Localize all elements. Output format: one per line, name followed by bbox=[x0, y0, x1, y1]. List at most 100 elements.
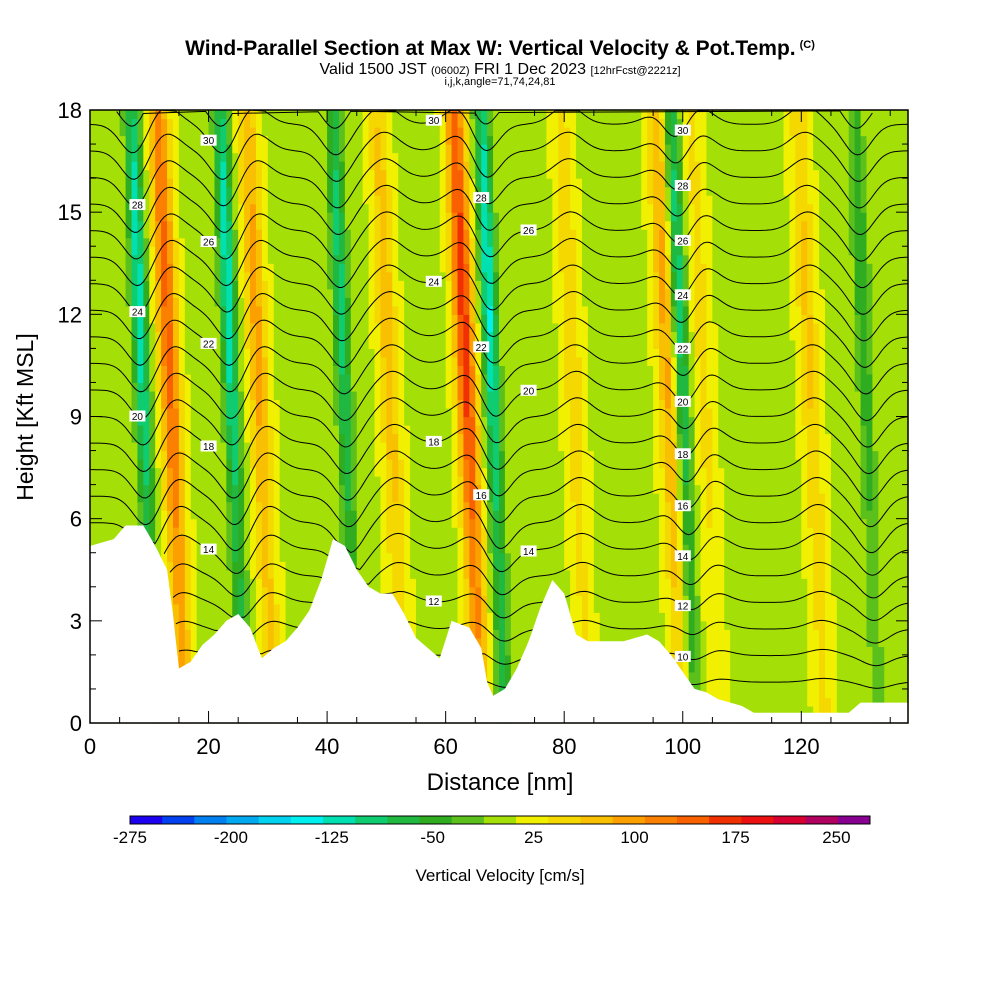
velocity-cell bbox=[433, 501, 441, 511]
velocity-cell bbox=[463, 152, 470, 162]
velocity-cell bbox=[250, 169, 257, 179]
velocity-cell bbox=[143, 135, 150, 145]
velocity-cell bbox=[226, 220, 233, 230]
velocity-cell bbox=[172, 212, 180, 222]
velocity-cell bbox=[285, 297, 293, 307]
velocity-cell bbox=[196, 527, 204, 537]
velocity-cell bbox=[208, 322, 216, 332]
velocity-cell bbox=[309, 467, 316, 477]
velocity-cell bbox=[167, 280, 174, 290]
velocity-cell bbox=[208, 535, 216, 545]
velocity-cell bbox=[421, 365, 429, 375]
velocity-cell bbox=[374, 144, 382, 154]
velocity-cell bbox=[107, 110, 115, 120]
velocity-cell bbox=[481, 390, 488, 401]
velocity-cell bbox=[232, 586, 239, 596]
velocity-cell bbox=[125, 373, 133, 384]
velocity-cell bbox=[427, 399, 435, 409]
velocity-cell bbox=[493, 382, 500, 392]
velocity-cell bbox=[368, 110, 376, 120]
velocity-cell bbox=[297, 450, 304, 460]
velocity-cell bbox=[172, 254, 180, 264]
velocity-cell bbox=[172, 322, 180, 332]
velocity-cell bbox=[309, 390, 316, 401]
velocity-cell bbox=[344, 203, 352, 213]
velocity-cell bbox=[445, 569, 453, 579]
velocity-cell bbox=[451, 527, 459, 537]
velocity-cell bbox=[125, 263, 133, 273]
velocity-cell bbox=[309, 552, 316, 562]
velocity-cell bbox=[279, 314, 287, 324]
velocity-cell bbox=[220, 144, 227, 154]
velocity-cell bbox=[475, 467, 482, 477]
velocity-cell bbox=[386, 195, 393, 205]
velocity-cell bbox=[457, 161, 465, 171]
velocity-cell bbox=[469, 603, 476, 613]
velocity-cell bbox=[321, 229, 328, 239]
velocity-cell bbox=[172, 518, 180, 528]
velocity-cell bbox=[255, 365, 263, 375]
velocity-cell bbox=[190, 288, 198, 298]
velocity-cell bbox=[451, 161, 459, 171]
velocity-cell bbox=[469, 297, 476, 307]
velocity-cell bbox=[451, 476, 459, 486]
velocity-cell bbox=[487, 518, 494, 528]
velocity-cell bbox=[327, 433, 334, 443]
velocity-cell bbox=[392, 484, 399, 494]
velocity-cell bbox=[315, 493, 322, 503]
velocity-cell bbox=[95, 178, 103, 188]
velocity-cell bbox=[374, 288, 382, 298]
velocity-cell bbox=[184, 161, 192, 171]
velocity-cell bbox=[131, 186, 139, 196]
velocity-cell bbox=[487, 476, 494, 486]
velocity-cell bbox=[463, 493, 470, 503]
velocity-cell bbox=[291, 203, 299, 213]
velocity-cell bbox=[481, 305, 488, 315]
velocity-cell bbox=[101, 263, 109, 273]
velocity-cell bbox=[338, 288, 346, 298]
velocity-cell bbox=[125, 297, 133, 307]
velocity-cell bbox=[279, 390, 287, 401]
velocity-cell bbox=[196, 322, 204, 332]
velocity-cell bbox=[445, 195, 453, 205]
velocity-cell bbox=[445, 220, 453, 230]
velocity-cell bbox=[291, 280, 299, 290]
velocity-cell bbox=[220, 382, 227, 392]
velocity-cell bbox=[261, 246, 269, 256]
velocity-cell bbox=[421, 186, 429, 196]
velocity-cell bbox=[250, 459, 257, 469]
velocity-cell bbox=[208, 297, 216, 307]
velocity-cell bbox=[291, 425, 299, 435]
velocity-cell bbox=[356, 195, 364, 205]
velocity-cell bbox=[356, 322, 364, 332]
velocity-cell bbox=[493, 212, 500, 222]
velocity-cell bbox=[238, 161, 245, 171]
velocity-cell bbox=[143, 518, 150, 528]
velocity-cell bbox=[433, 212, 441, 222]
velocity-cell bbox=[499, 620, 506, 630]
velocity-cell bbox=[101, 433, 109, 443]
velocity-cell bbox=[368, 135, 376, 145]
velocity-cell bbox=[113, 314, 121, 324]
velocity-cell bbox=[410, 254, 417, 264]
velocity-cell bbox=[196, 246, 204, 256]
velocity-cell bbox=[172, 416, 180, 426]
velocity-cell bbox=[303, 382, 310, 392]
velocity-cell bbox=[267, 552, 275, 562]
velocity-cell bbox=[261, 586, 269, 596]
velocity-cell bbox=[421, 127, 429, 137]
velocity-cell bbox=[250, 135, 257, 145]
velocity-cell bbox=[238, 390, 245, 401]
velocity-cell bbox=[416, 314, 423, 324]
velocity-cell bbox=[303, 518, 310, 528]
velocity-cell bbox=[315, 373, 322, 384]
velocity-cell bbox=[255, 552, 263, 562]
velocity-cell bbox=[155, 365, 162, 375]
velocity-cell bbox=[481, 595, 488, 605]
velocity-cell bbox=[445, 314, 453, 324]
velocity-cell bbox=[184, 110, 192, 120]
velocity-cell bbox=[267, 322, 275, 332]
velocity-cell bbox=[155, 544, 162, 554]
velocity-cell bbox=[321, 501, 328, 511]
velocity-cell bbox=[107, 288, 115, 298]
